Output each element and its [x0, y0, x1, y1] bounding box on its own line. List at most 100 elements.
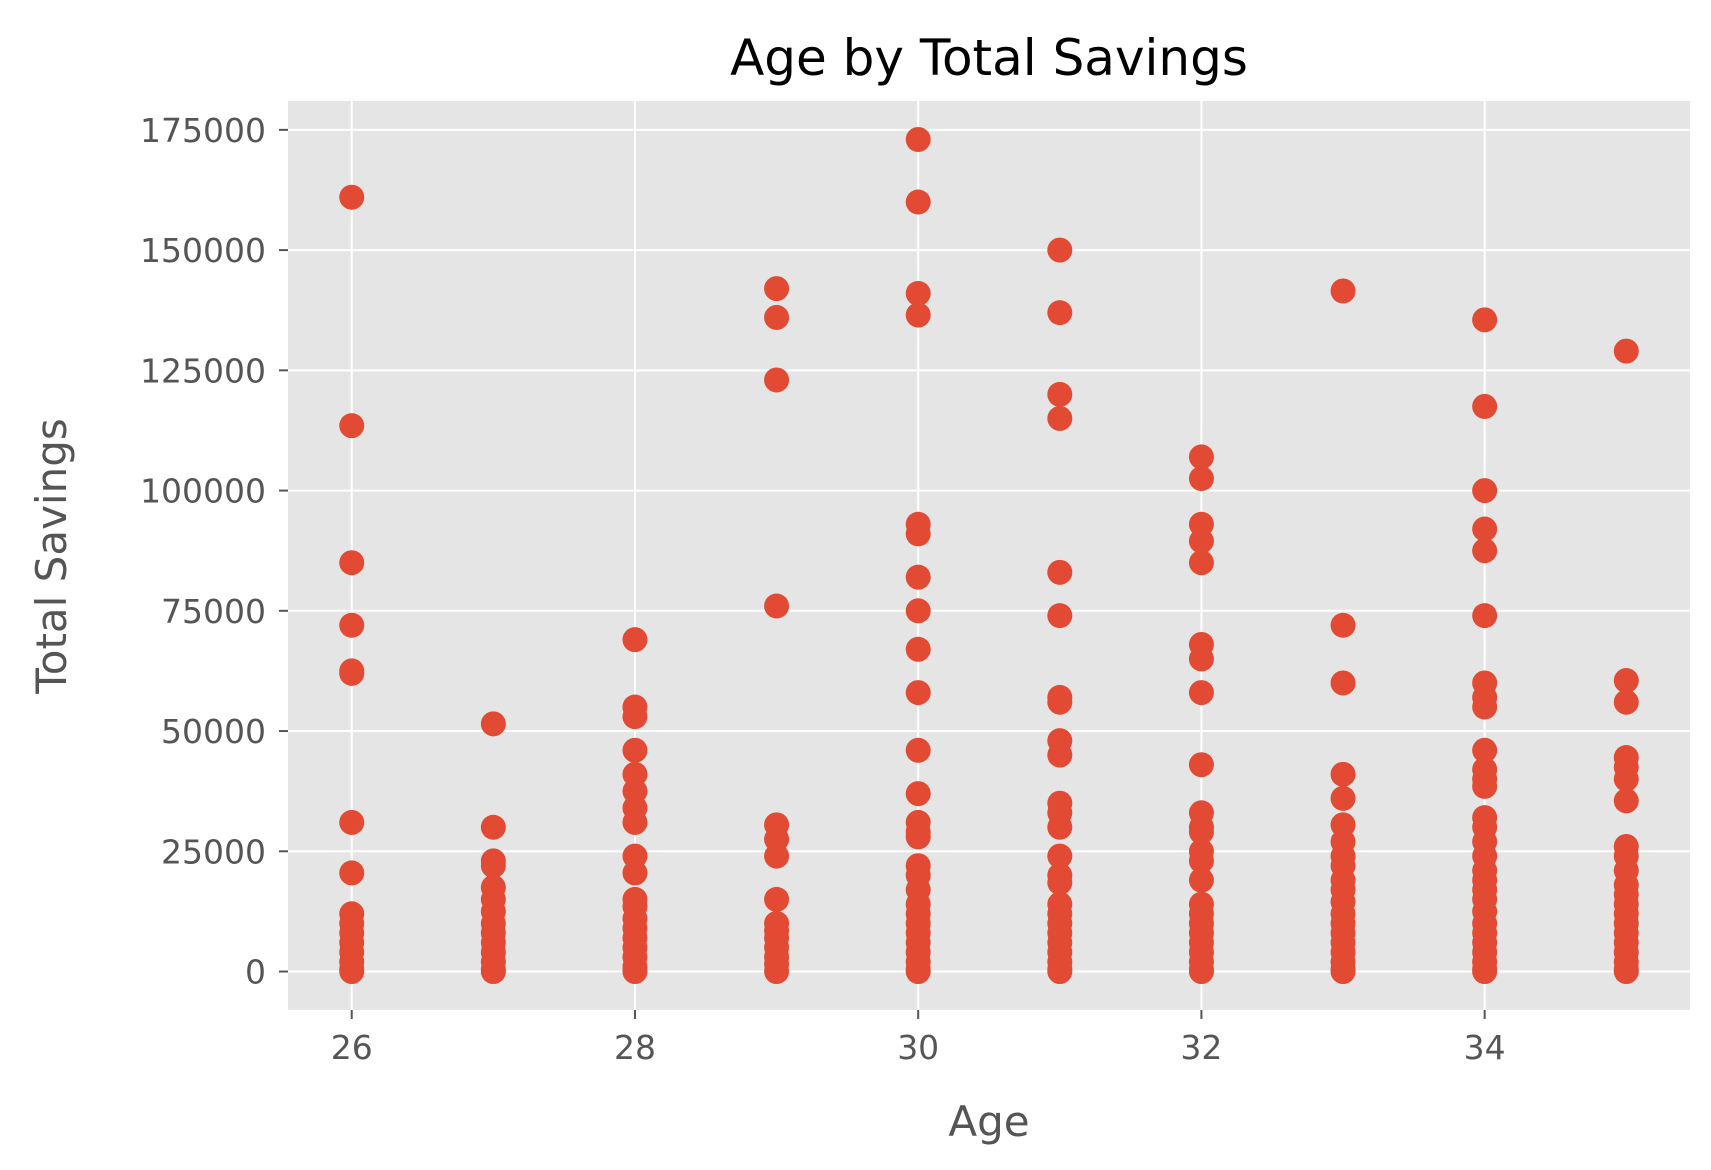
plot-area	[288, 101, 1690, 1010]
data-point	[905, 680, 931, 706]
data-point	[764, 959, 790, 985]
data-point	[1472, 478, 1498, 504]
data-point	[1472, 737, 1498, 763]
data-point	[1613, 766, 1639, 792]
data-point	[480, 711, 506, 737]
data-point	[764, 886, 790, 912]
data-point	[905, 959, 931, 985]
data-point	[1330, 761, 1356, 787]
data-point	[1188, 867, 1214, 893]
data-point	[339, 660, 365, 686]
data-point	[1613, 959, 1639, 985]
data-points	[339, 126, 1639, 985]
data-point	[905, 521, 931, 547]
x-tick-label: 30	[897, 1028, 939, 1067]
y-tick-label: 25000	[161, 832, 266, 871]
grid-lines	[288, 101, 1690, 1010]
axis-ticks: 26 28 30 32 34 0 25000 50000 75000 100000 125000 15…	[140, 111, 1506, 1067]
data-point	[1047, 689, 1073, 715]
data-point	[1330, 612, 1356, 638]
data-point	[905, 280, 931, 306]
data-point	[1188, 680, 1214, 706]
data-point	[1330, 278, 1356, 304]
data-point	[339, 184, 365, 210]
data-point	[905, 564, 931, 590]
data-point	[905, 126, 931, 152]
data-point	[1188, 752, 1214, 778]
data-point	[1613, 788, 1639, 814]
data-point	[905, 189, 931, 215]
data-point	[1047, 603, 1073, 629]
data-point	[339, 550, 365, 576]
data-point	[1472, 959, 1498, 985]
data-point	[339, 809, 365, 835]
data-point	[1472, 516, 1498, 542]
data-point	[1047, 381, 1073, 407]
data-point	[1047, 959, 1073, 985]
y-tick-label: 100000	[140, 472, 266, 511]
data-point	[905, 598, 931, 624]
data-point	[622, 860, 648, 886]
data-point	[1330, 785, 1356, 811]
data-point	[905, 636, 931, 662]
data-point	[1472, 393, 1498, 419]
x-tick-label: 26	[331, 1028, 373, 1067]
data-point	[1047, 742, 1073, 768]
data-point	[339, 959, 365, 985]
data-point	[764, 304, 790, 330]
data-point	[1472, 538, 1498, 564]
data-point	[764, 276, 790, 302]
data-point	[339, 860, 365, 886]
data-point	[1472, 603, 1498, 629]
data-point	[1472, 694, 1498, 720]
y-tick-label: 150000	[140, 231, 266, 270]
y-tick-label: 75000	[161, 592, 266, 631]
data-point	[905, 824, 931, 850]
x-axis-label: Age	[948, 1097, 1029, 1146]
data-point	[1047, 843, 1073, 869]
data-point	[764, 843, 790, 869]
data-point	[1330, 959, 1356, 985]
x-tick-label: 28	[614, 1028, 656, 1067]
data-point	[1188, 646, 1214, 672]
y-tick-label: 50000	[161, 712, 266, 751]
data-point	[622, 737, 648, 763]
data-point	[339, 413, 365, 439]
y-tick-label: 0	[245, 953, 266, 992]
data-point	[1047, 870, 1073, 896]
data-point	[1472, 307, 1498, 333]
data-point	[480, 814, 506, 840]
data-point	[480, 959, 506, 985]
data-point	[1047, 559, 1073, 585]
data-point	[339, 612, 365, 638]
data-point	[1047, 237, 1073, 263]
data-point	[764, 367, 790, 393]
data-point	[1188, 444, 1214, 470]
data-point	[622, 959, 648, 985]
data-point	[1613, 689, 1639, 715]
data-point	[1613, 338, 1639, 364]
y-tick-label: 175000	[140, 111, 266, 150]
data-point	[1613, 668, 1639, 694]
data-point	[905, 781, 931, 807]
data-point	[1188, 848, 1214, 874]
data-point	[1330, 670, 1356, 696]
y-axis-label: Total Savings	[27, 418, 76, 695]
data-point	[1188, 550, 1214, 576]
data-point	[764, 593, 790, 619]
data-point	[1188, 819, 1214, 845]
data-point	[622, 627, 648, 653]
x-tick-label: 34	[1464, 1028, 1506, 1067]
data-point	[905, 737, 931, 763]
chart-title: Age by Total Savings	[730, 29, 1248, 87]
data-point	[622, 809, 648, 835]
data-point	[1472, 773, 1498, 799]
data-point	[622, 704, 648, 730]
data-point	[905, 302, 931, 328]
data-point	[1188, 528, 1214, 554]
data-point	[1047, 814, 1073, 840]
data-point	[480, 853, 506, 879]
data-point	[1188, 466, 1214, 492]
x-tick-label: 32	[1180, 1028, 1222, 1067]
